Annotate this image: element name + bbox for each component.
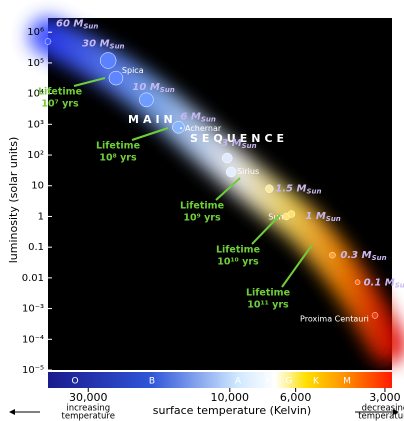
y-tick-label: 10⁻³ <box>22 304 44 315</box>
label-subscript: Sun <box>83 22 98 30</box>
x-tick-label: 3,000 <box>369 391 401 404</box>
label-text: Sun <box>268 212 283 221</box>
sequence-label: SEQUENCE <box>190 132 288 145</box>
lifetime-pointer <box>131 127 169 141</box>
lifetime-value: 10¹¹ yrs <box>247 300 289 311</box>
label-text: 6 M <box>180 111 200 122</box>
mass-label: 30 MSun <box>82 38 124 50</box>
label-text: 60 M <box>56 18 83 29</box>
x-note: decreasing <box>362 404 404 414</box>
mass-label: 0.1 MSun <box>364 277 404 289</box>
x-note: increasing <box>66 404 110 414</box>
mass-label: 0.3 MSun <box>340 250 386 262</box>
star-name: Achernar <box>185 124 222 133</box>
x-note: temperature <box>62 412 115 421</box>
y-tick-label: 0.01 <box>22 273 44 284</box>
y-tick-label: 10⁵ <box>27 58 44 69</box>
mass-label: 1 MSun <box>305 211 340 223</box>
label-text: 0.1 M <box>364 277 395 288</box>
star <box>329 251 336 259</box>
star <box>354 279 361 286</box>
spectral-class: B <box>149 377 155 387</box>
lifetime-value: 10⁷ yrs <box>41 99 79 110</box>
mass-label: 10 MSun <box>132 82 174 94</box>
y-tick-label: 10⁻⁵ <box>22 365 44 376</box>
star <box>180 127 183 130</box>
label-text: 1 M <box>305 211 325 222</box>
star <box>371 312 379 319</box>
label-text: 10 M <box>132 82 159 93</box>
y-tick-label: 0.1 <box>28 242 44 253</box>
spectral-class: A <box>235 377 242 387</box>
star <box>99 52 117 69</box>
star-name: Spica <box>122 66 144 75</box>
label-text: 0.3 M <box>340 250 371 261</box>
spectral-class: O <box>71 377 78 387</box>
star-name: Proxima Centauri <box>300 314 369 323</box>
spectral-bar <box>48 372 392 388</box>
label-text: Achernar <box>185 124 222 133</box>
mass-label: 60 MSun <box>56 18 98 30</box>
star <box>172 121 185 134</box>
star <box>222 152 233 164</box>
mass-label: 3 MSun <box>221 138 256 150</box>
lifetime-pointer <box>281 244 313 288</box>
x-tick-label: 30,000 <box>69 391 108 404</box>
y-tick-label: 10 <box>31 181 44 192</box>
label-subscript: Sun <box>160 86 175 94</box>
y-tick-label: 10⁻⁴ <box>22 334 44 345</box>
label-subscript: Sun <box>110 42 125 50</box>
star <box>108 70 124 86</box>
y-tick-label: 10³ <box>27 119 44 130</box>
star <box>225 166 237 178</box>
label-subscript: Sun <box>306 188 321 196</box>
y-tick-label: 10⁶ <box>27 27 44 38</box>
lifetime-value: 10⁹ yrs <box>183 213 221 224</box>
star <box>265 184 274 193</box>
y-tick-label: 10⁴ <box>27 89 44 100</box>
spectral-class: K <box>313 377 320 387</box>
label-text: Proxima Centauri <box>300 314 369 323</box>
x-axis-label: surface temperature (Kelvin) <box>153 404 311 417</box>
mass-label: 6 MSun <box>180 111 215 123</box>
star-name: Sirius <box>237 167 259 176</box>
y-axis-label: luminosity (solar units) <box>7 137 20 264</box>
lifetime-pointer <box>215 177 241 201</box>
label-text: 3 M <box>221 138 241 149</box>
main-label: MAIN <box>128 113 177 126</box>
star <box>44 38 52 45</box>
star <box>139 92 154 108</box>
x-note: temperature <box>358 412 404 421</box>
lifetime-value: 10⁸ yrs <box>99 153 137 164</box>
label-subscript: Sun <box>242 142 257 150</box>
x-tick-label: 6,000 <box>280 391 312 404</box>
lifetime-label: Lifetime <box>216 245 260 256</box>
label-text: Spica <box>122 66 144 75</box>
label-text: Sirius <box>237 167 259 176</box>
lifetime-label: Lifetime <box>246 288 290 299</box>
lifetime-label: Lifetime <box>180 201 224 212</box>
mass-label: 1.5 MSun <box>275 184 321 196</box>
spectral-class: F <box>265 377 270 387</box>
lifetime-label: Lifetime <box>38 87 82 98</box>
label-text: 1.5 M <box>275 184 306 195</box>
star <box>287 210 296 218</box>
lifetime-pointer <box>73 77 106 87</box>
label-subscript: Sun <box>372 254 387 262</box>
label-text: 30 M <box>82 38 109 49</box>
spectral-class: M <box>343 377 351 387</box>
star-name: Sun <box>268 212 283 221</box>
y-tick-label: 1 <box>38 211 44 222</box>
y-tick-label: 10² <box>27 150 44 161</box>
lifetime-label: Lifetime <box>96 141 140 152</box>
x-tick-label: 10,000 <box>211 391 250 404</box>
label-subscript: Sun <box>326 215 341 223</box>
lifetime-value: 10¹⁰ yrs <box>217 257 259 268</box>
lifetime-pointer <box>251 214 281 245</box>
spectral-class: G <box>286 377 293 387</box>
label-subscript: Sun <box>201 115 216 123</box>
label-subscript: Sun <box>395 281 404 289</box>
